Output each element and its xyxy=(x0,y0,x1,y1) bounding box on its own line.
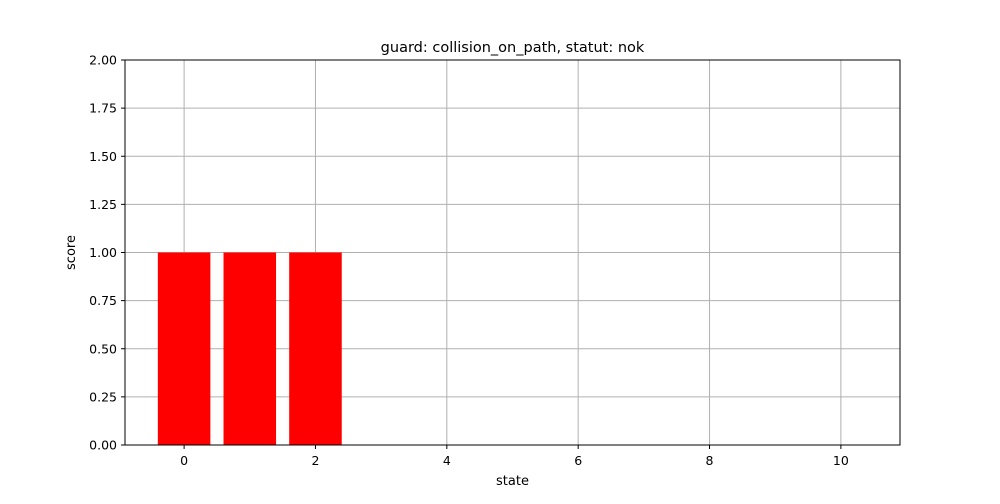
chart-title: guard: collision_on_path, statut: nok xyxy=(381,40,645,56)
y-tick-label: 0.75 xyxy=(89,293,117,308)
x-tick-label: 0 xyxy=(180,453,188,468)
y-tick-label: 0.25 xyxy=(89,389,117,404)
axis-ticks: 0 2 4 6 8 10 0.00 0.25 0.50 0.75 1.00 1.25 1.50 1.75 2… xyxy=(89,53,849,469)
x-tick-label: 2 xyxy=(311,453,319,468)
x-tick-label: 8 xyxy=(706,453,714,468)
y-axis-label: score xyxy=(64,235,79,270)
bar xyxy=(289,252,342,445)
y-tick-label: 2.00 xyxy=(89,53,117,68)
y-tick-label: 1.50 xyxy=(89,149,117,164)
bar xyxy=(157,252,211,445)
x-tick-label: 10 xyxy=(833,453,849,468)
bars xyxy=(157,252,342,445)
y-tick-label: 1.00 xyxy=(89,245,117,260)
x-tick-label: 4 xyxy=(443,453,451,468)
x-tick-label: 6 xyxy=(574,453,582,468)
bar xyxy=(223,252,277,445)
x-axis-label: state xyxy=(496,474,529,489)
y-tick-label: 0.00 xyxy=(89,438,117,453)
y-tick-label: 1.25 xyxy=(89,197,117,212)
y-tick-label: 0.50 xyxy=(89,341,117,356)
y-tick-label: 1.75 xyxy=(89,101,117,116)
